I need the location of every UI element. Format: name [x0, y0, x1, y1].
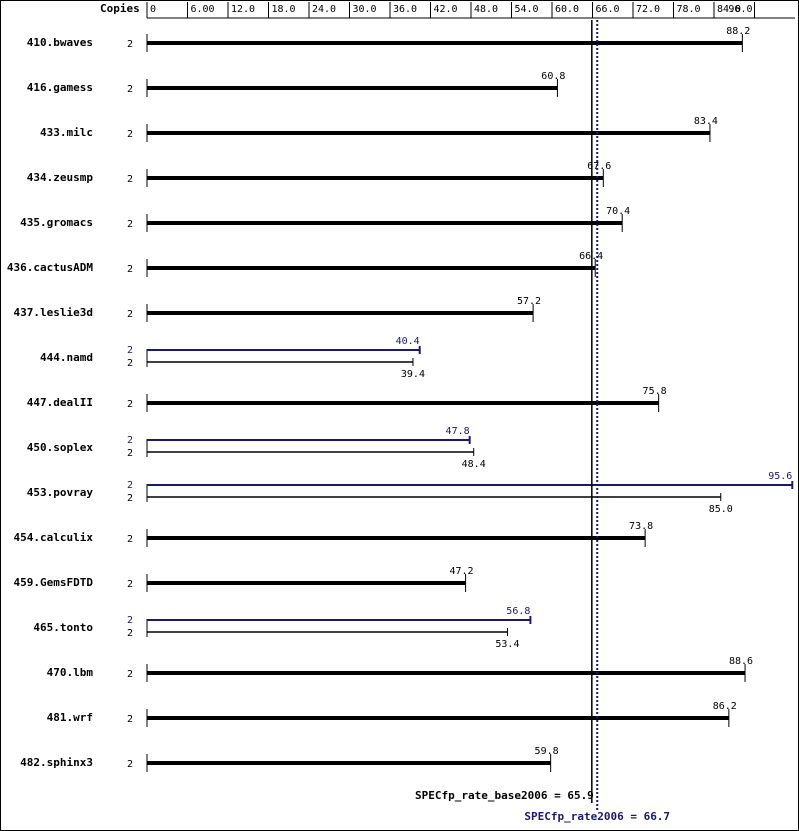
base-value-label: 70.4	[606, 206, 630, 217]
peak-copies: 2	[127, 480, 133, 491]
base-value-label: 57.2	[517, 296, 541, 307]
peak-copies: 2	[127, 435, 133, 446]
x-tick-label: 72.0	[636, 4, 660, 15]
benchmark-name: 453.povray	[27, 486, 94, 499]
base-value-label: 60.8	[541, 71, 565, 82]
benchmark-name: 416.gamess	[27, 81, 93, 94]
benchmark-name: 435.gromacs	[20, 216, 93, 229]
base-copies: 2	[127, 579, 133, 590]
base-copies: 2	[127, 174, 133, 185]
base-copies: 2	[127, 448, 133, 459]
base-copies: 2	[127, 714, 133, 725]
base-value-label: 75.8	[643, 386, 667, 397]
x-tick-label: 36.0	[393, 4, 417, 15]
base-value-label: 85.0	[709, 504, 733, 515]
x-tick-label: 30.0	[353, 4, 377, 15]
x-tick-label: 0	[150, 4, 156, 15]
x-tick-label: 42.0	[434, 4, 458, 15]
benchmark-name: 470.lbm	[47, 666, 94, 679]
x-tick-label: 6.00	[191, 4, 215, 15]
peak-reference-label: SPECfp_rate2006 = 66.7	[524, 810, 670, 823]
x-tick-label: 18.0	[272, 4, 296, 15]
benchmark-name: 459.GemsFDTD	[14, 576, 94, 589]
benchmark-name: 436.cactusADM	[7, 261, 93, 274]
base-copies: 2	[127, 493, 133, 504]
base-copies: 2	[127, 219, 133, 230]
benchmark-name: 437.leslie3d	[14, 306, 93, 319]
base-copies: 2	[127, 669, 133, 680]
base-value-label: 86.2	[713, 701, 737, 712]
base-value-label: 47.2	[450, 566, 474, 577]
base-copies: 2	[127, 264, 133, 275]
benchmark-name: 481.wrf	[47, 711, 93, 724]
base-value-label: 48.4	[462, 459, 486, 470]
x-tick-label: 66.0	[596, 4, 620, 15]
peak-copies: 2	[127, 615, 133, 626]
base-copies: 2	[127, 399, 133, 410]
base-value-label: 53.4	[495, 639, 519, 650]
base-copies: 2	[127, 358, 133, 369]
benchmark-name: 410.bwaves	[27, 36, 93, 49]
x-tick-label: 78.0	[677, 4, 701, 15]
base-value-label: 59.8	[535, 746, 559, 757]
base-copies: 2	[127, 309, 133, 320]
benchmark-name: 444.namd	[40, 351, 93, 364]
x-tick-label: 12.0	[231, 4, 255, 15]
base-reference-label: SPECfp_rate_base2006 = 65.9	[415, 789, 594, 802]
base-copies: 2	[127, 534, 133, 545]
benchmark-name: 433.milc	[40, 126, 93, 139]
x-tick-label: 54.0	[515, 4, 539, 15]
benchmark-name: 454.calculix	[14, 531, 94, 544]
base-value-label: 73.8	[629, 521, 653, 532]
base-copies: 2	[127, 39, 133, 50]
peak-copies: 2	[127, 345, 133, 356]
base-copies: 2	[127, 628, 133, 639]
benchmark-name: 450.soplex	[27, 441, 94, 454]
benchmark-name: 434.zeusmp	[27, 171, 94, 184]
base-copies: 2	[127, 84, 133, 95]
benchmark-name: 482.sphinx3	[20, 756, 93, 769]
x-tick-label: 60.0	[555, 4, 579, 15]
peak-value-label: 47.8	[446, 426, 470, 437]
x-tick-label: 48.0	[474, 4, 498, 15]
peak-value-label: 40.4	[396, 336, 420, 347]
base-value-label: 88.6	[729, 656, 753, 667]
benchmark-name: 447.dealII	[27, 396, 93, 409]
base-value-label: 83.4	[694, 116, 718, 127]
x-tick-label: 96.0	[728, 4, 752, 15]
base-value-label: 88.2	[726, 26, 750, 37]
copies-header: Copies	[100, 2, 140, 15]
x-tick-label: 84.0	[717, 4, 741, 15]
base-copies: 2	[127, 759, 133, 770]
x-tick-label: 24.0	[312, 4, 336, 15]
peak-value-label: 95.6	[768, 471, 792, 482]
base-copies: 2	[127, 129, 133, 140]
base-value-label: 39.4	[401, 369, 425, 380]
base-value-label: 67.6	[587, 161, 611, 172]
benchmark-name: 465.tonto	[33, 621, 93, 634]
peak-value-label: 56.8	[506, 606, 530, 617]
